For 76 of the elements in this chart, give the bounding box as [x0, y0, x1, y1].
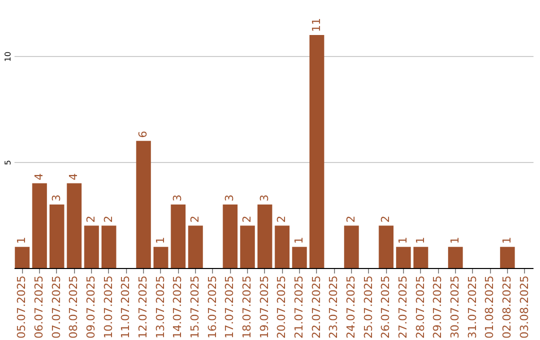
- data-label: 1: [154, 236, 167, 244]
- bar: [396, 246, 411, 268]
- x-tick-label: 07.07.2025: [50, 276, 63, 338]
- y-tick-label: 5: [4, 160, 12, 166]
- data-label: 2: [188, 216, 202, 223]
- bar: [413, 246, 428, 268]
- data-label: 11: [310, 18, 323, 32]
- x-tick-label: 11.07.2025: [119, 276, 132, 338]
- data-label: 1: [292, 236, 306, 244]
- x-tick-label: 06.07.2025: [32, 276, 46, 338]
- x-tick-label: 19.07.2025: [258, 276, 271, 338]
- bar: [170, 204, 186, 268]
- x-tick-label: 12.07.2025: [136, 276, 150, 338]
- data-label: 1: [396, 236, 410, 244]
- bar: [309, 35, 324, 268]
- data-label: 2: [379, 216, 392, 223]
- x-tick-label: 21.07.2025: [292, 276, 306, 338]
- x-tick-label: 25.07.2025: [362, 276, 375, 338]
- x-tick-label: 10.07.2025: [102, 276, 115, 338]
- x-tick-label: 28.07.2025: [414, 276, 427, 338]
- data-label: 3: [171, 194, 184, 202]
- x-tick-label: 16.07.2025: [206, 276, 219, 338]
- bar: [66, 183, 82, 268]
- data-label: 2: [84, 216, 98, 223]
- data-label: 2: [275, 216, 288, 223]
- data-label: 2: [240, 216, 254, 223]
- data-label: 3: [223, 194, 236, 202]
- x-tick-label: 26.07.2025: [379, 276, 392, 338]
- bar: [84, 226, 99, 268]
- bar: [292, 246, 307, 268]
- x-tick-label: 17.07.2025: [223, 276, 236, 338]
- data-label: 4: [32, 173, 46, 180]
- x-tick-label: 30.07.2025: [448, 276, 462, 338]
- x-tick-label: 08.07.2025: [67, 276, 80, 338]
- x-tick-label: 14.07.2025: [171, 276, 184, 338]
- data-label: 3: [258, 194, 271, 202]
- data-label: 2: [344, 216, 358, 223]
- x-tick-label: 22.07.2025: [310, 276, 323, 338]
- bar: [136, 140, 151, 268]
- x-tick-label: 02.08.2025: [500, 276, 514, 338]
- bar: [257, 204, 272, 268]
- bar: [222, 204, 238, 268]
- x-tick-label: 29.07.2025: [431, 276, 444, 338]
- data-label: 1: [414, 236, 427, 244]
- x-tick-label: 13.07.2025: [154, 276, 167, 338]
- data-label: 6: [136, 130, 150, 138]
- x-tick-label: 18.07.2025: [240, 276, 254, 338]
- data-label: 4: [67, 173, 80, 180]
- data-label: 2: [102, 216, 115, 223]
- data-label: 3: [50, 194, 63, 202]
- x-tick-label: 03.08.2025: [518, 276, 531, 338]
- bar: [50, 204, 64, 268]
- x-tick-label: 23.07.2025: [327, 276, 340, 338]
- bar: [153, 246, 168, 268]
- bar: [500, 246, 515, 268]
- x-tick-label: 05.07.2025: [15, 276, 28, 338]
- x-tick-label: 27.07.2025: [396, 276, 410, 338]
- bar: [14, 246, 30, 268]
- y-tick-label: 10: [4, 52, 12, 62]
- bar: [378, 226, 394, 268]
- x-tick-label: 09.07.2025: [84, 276, 98, 338]
- x-tick-label: 24.07.2025: [344, 276, 358, 338]
- x-tick-label: 20.07.2025: [275, 276, 288, 338]
- x-tick-label: 01.08.2025: [483, 276, 496, 338]
- bar: [32, 183, 47, 268]
- bar: [240, 226, 255, 268]
- data-label: 1: [15, 236, 28, 244]
- bar: [448, 246, 463, 268]
- bar: [344, 226, 359, 268]
- x-tick-label: 31.07.2025: [466, 276, 479, 338]
- x-tick-label: 15.07.2025: [188, 276, 202, 338]
- data-label: 1: [448, 236, 462, 244]
- bar: [274, 226, 290, 268]
- bar: [102, 226, 116, 268]
- data-label: 1: [500, 236, 514, 244]
- bar: [188, 226, 203, 268]
